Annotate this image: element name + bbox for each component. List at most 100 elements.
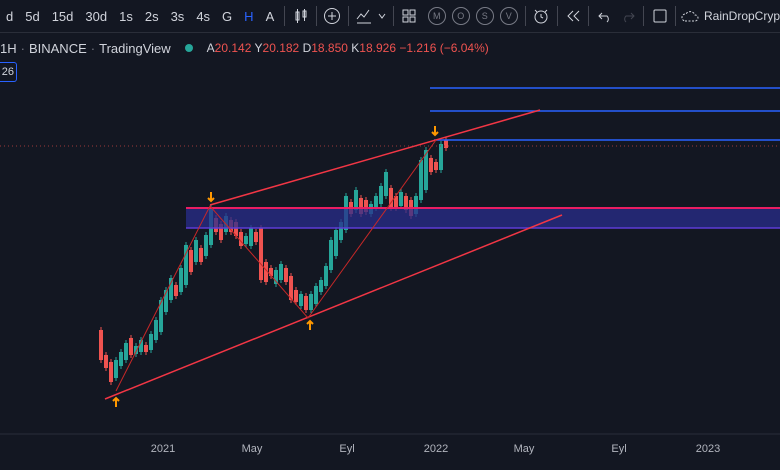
layout-grid-icon[interactable]	[398, 0, 421, 32]
candle-body	[239, 232, 243, 246]
candle-body	[404, 196, 408, 210]
candle-body	[284, 268, 288, 282]
candle-body	[99, 330, 103, 360]
candle-body	[249, 228, 253, 246]
candle-body	[199, 248, 203, 262]
candle-body	[154, 320, 158, 340]
replay-icon[interactable]	[561, 0, 584, 32]
timeframe-button[interactable]: 5d	[25, 8, 40, 24]
candle-body	[109, 362, 113, 382]
candle-body	[184, 245, 188, 285]
zigzag-pivots-line	[115, 139, 437, 392]
alert-clock-icon[interactable]	[530, 0, 553, 32]
price-chart[interactable]: 2021 May Eyl 2022 May Eyl 2023	[0, 33, 780, 470]
candle-body	[259, 228, 263, 280]
legend-separator: ·	[90, 40, 96, 56]
candle-body	[294, 290, 298, 302]
indicator-count-badge[interactable]: 26	[0, 62, 17, 82]
candle-body	[389, 188, 393, 208]
candle-body	[124, 343, 128, 360]
exchange-label: BINANCE	[28, 40, 87, 56]
toolbar-divider	[643, 6, 645, 26]
candle-body	[194, 240, 198, 262]
symbol-legend: 1H · BINANCE · TradingView A20.142 Y20.1…	[0, 38, 489, 58]
toolbar-divider	[347, 6, 349, 26]
candle-body	[149, 334, 153, 350]
channel-lower-trendline	[104, 214, 563, 400]
timeframe-button[interactable]: 3s	[170, 8, 185, 24]
chart-style-button[interactable]: M	[427, 7, 446, 25]
add-indicator-icon[interactable]	[321, 0, 344, 32]
supply-zone	[186, 208, 780, 228]
arrow-head	[306, 319, 314, 325]
chart-style-button[interactable]: V	[499, 7, 518, 25]
chart-style-button[interactable]: O	[451, 7, 470, 25]
channel-upper-trendline	[209, 109, 541, 206]
candle-body	[164, 290, 168, 312]
x-axis-tick-label: May	[514, 443, 535, 455]
candle-body	[379, 186, 383, 204]
candle-body	[269, 268, 273, 276]
legend-separator: ·	[20, 40, 25, 56]
x-axis-tick-label: Eyl	[611, 443, 626, 455]
candle-body	[414, 196, 418, 214]
candle-body	[179, 268, 183, 292]
chart-style-button[interactable]: S	[475, 7, 494, 25]
timeframe-button[interactable]: G	[222, 8, 233, 24]
toolbar-divider	[392, 6, 394, 26]
candle-body	[359, 198, 363, 214]
toolbar-divider	[284, 6, 286, 26]
arrow-head	[112, 396, 120, 402]
timeframe-group: d 5d 15d 30d 1s 2s 3s 4s G H A	[0, 0, 280, 32]
indicators-icon[interactable]	[353, 0, 376, 32]
interval-label[interactable]: 1H	[0, 40, 17, 56]
close-value: 18.926	[359, 41, 396, 55]
candle-style-icon[interactable]	[289, 0, 312, 32]
candle-body	[429, 158, 433, 172]
fullscreen-icon[interactable]	[648, 0, 671, 32]
candle-body	[234, 222, 238, 236]
username-label[interactable]: RainDropCryp	[703, 9, 780, 23]
candle-body	[314, 286, 318, 304]
cloud-icon[interactable]	[680, 0, 700, 32]
redo-icon[interactable]	[616, 0, 639, 32]
timeframe-button[interactable]: 1s	[119, 8, 133, 24]
candle-body	[279, 264, 283, 280]
timeframe-button[interactable]: A	[265, 8, 275, 24]
candlestick-series	[99, 137, 448, 385]
candle-body	[434, 162, 438, 170]
timeframe-button[interactable]: 2s	[144, 8, 159, 24]
candle-body	[144, 345, 148, 352]
undo-icon[interactable]	[593, 0, 616, 32]
timeframe-button[interactable]: 30d	[85, 8, 108, 24]
candle-body	[114, 360, 118, 378]
timeframe-button[interactable]: d	[6, 8, 14, 24]
candle-body	[384, 172, 388, 196]
change-value: −1.216 (−6.04%)	[399, 41, 489, 55]
candle-body	[244, 236, 248, 244]
x-axis-tick-label: 2023	[696, 443, 720, 455]
candle-body	[399, 192, 403, 206]
open-value: 20.142	[214, 41, 252, 55]
low-value: 18.850	[311, 41, 348, 55]
toolbar-divider	[588, 6, 590, 26]
candle-body	[219, 224, 223, 240]
timeframe-button[interactable]: 15d	[51, 8, 74, 24]
candle-body	[364, 200, 368, 212]
toolbar-divider	[316, 6, 317, 26]
candle-body	[419, 160, 423, 200]
chevron-down-icon[interactable]	[376, 0, 389, 32]
candle-body	[159, 300, 163, 332]
drawing-layer	[0, 87, 780, 407]
timeframe-button[interactable]: 4s	[196, 8, 211, 24]
candle-body	[329, 240, 333, 270]
pivot-low-arrow-icon	[306, 319, 314, 330]
pivot-high-arrow-icon	[207, 192, 215, 203]
candle-body	[119, 352, 123, 366]
candle-body	[129, 338, 133, 355]
candle-body	[299, 294, 303, 306]
candle-body	[319, 280, 323, 292]
timeframe-button[interactable]: H	[244, 8, 254, 24]
toolbar-divider	[556, 6, 558, 26]
